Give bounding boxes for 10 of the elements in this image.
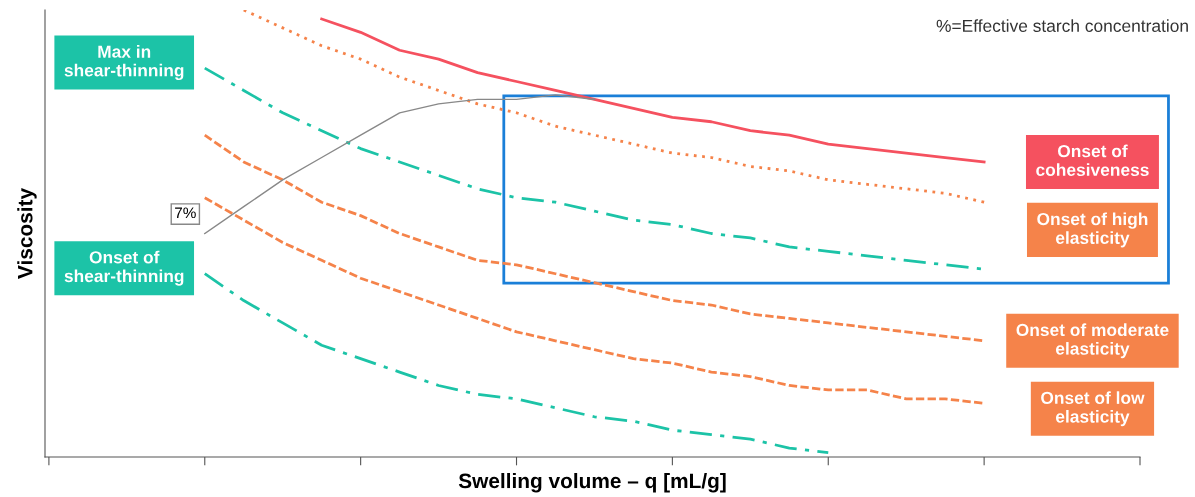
- y-axis-title: Viscosity: [17, 188, 37, 279]
- series-label: Onset of shear-thinning: [64, 250, 184, 286]
- series-label: Max in shear-thinning: [64, 45, 184, 81]
- text: Onset of cohesiveness: [1036, 144, 1149, 176]
- text: Onset of high elasticity: [1037, 212, 1148, 248]
- series-label: 7%: [175, 207, 196, 219]
- series-label: Onset of moderate elasticity: [1016, 323, 1169, 359]
- x-axis-title: Swelling volume – q [mL/g]: [458, 472, 726, 493]
- annotation: %=Effective starch concentration: [936, 19, 1188, 32]
- text: Onset of low elasticity: [1041, 391, 1145, 427]
